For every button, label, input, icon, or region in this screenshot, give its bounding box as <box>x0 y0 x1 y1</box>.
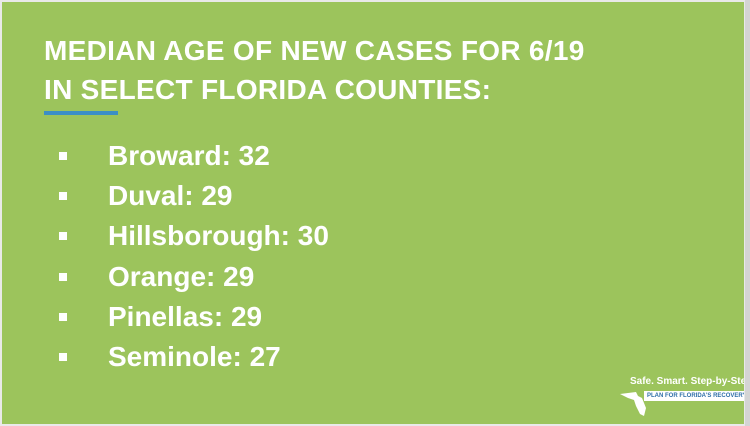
list-item: Duval: 29 <box>108 180 233 212</box>
bullet <box>59 232 67 241</box>
bullet <box>59 353 67 361</box>
slide-title: MEDIAN AGE OF NEW CASES FOR 6/19 <box>44 35 585 66</box>
list-item: Pinellas: 29 <box>108 300 263 332</box>
slide-title: IN SELECT FLORIDA COUNTIES: <box>44 74 492 105</box>
bullet <box>59 152 67 160</box>
list-item: Orange: 29 <box>108 260 255 292</box>
bullet <box>59 272 67 281</box>
scrollbar <box>745 0 750 426</box>
list-item: Seminole: 27 <box>108 341 281 372</box>
logo-banner: PLAN FOR FLORIDA'S RECOVERY <box>644 391 744 401</box>
list-item: Broward: 32 <box>108 140 270 171</box>
title-underline <box>44 111 118 115</box>
logo-tagline: Safe. Smart. Step-by-Step. <box>630 376 744 387</box>
bullet <box>59 312 67 321</box>
list-item: Hillsborough: 30 <box>108 220 329 252</box>
logo: Safe. Smart. Step-by-Step. PLAN FOR FLOR… <box>614 374 744 420</box>
florida-icon <box>620 392 646 416</box>
bullet <box>59 192 67 201</box>
